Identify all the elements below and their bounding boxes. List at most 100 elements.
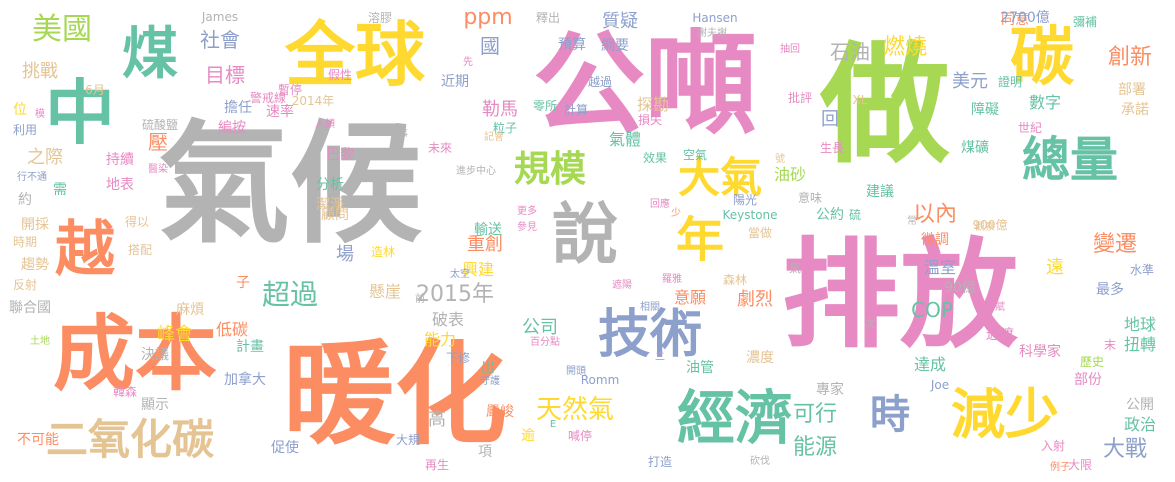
- word: 粒子: [492, 121, 518, 135]
- word: 進步中心: [456, 166, 496, 177]
- word: 越過: [587, 75, 613, 89]
- word: 同意: [1001, 12, 1029, 28]
- word: 變遷: [1092, 232, 1138, 257]
- word: 排放: [781, 226, 1019, 364]
- word: 中: [45, 72, 115, 154]
- word: 可行: [792, 402, 838, 427]
- word: 擔任: [224, 100, 252, 116]
- word: 開採: [21, 217, 49, 233]
- word: 全球: [285, 14, 425, 96]
- word: 賦: [995, 302, 1005, 313]
- word: 入射: [1040, 439, 1066, 453]
- word: 抽回: [780, 44, 800, 55]
- word: 專家: [816, 382, 844, 398]
- word: 假性: [327, 68, 353, 82]
- word: 警戒線: [249, 91, 287, 105]
- word: 反射: [12, 278, 38, 292]
- word: 大限: [1067, 458, 1093, 472]
- word: 潔淨: [316, 197, 344, 213]
- word: 地表: [106, 177, 134, 193]
- word: 顧問: [321, 207, 349, 223]
- word: 美元: [952, 71, 988, 92]
- word: 之際: [27, 147, 63, 168]
- word: 峰會: [157, 324, 193, 345]
- word: ppm: [463, 5, 513, 30]
- word: 搭配: [127, 243, 153, 257]
- word: 創新: [1107, 45, 1153, 70]
- word: 做: [819, 29, 951, 181]
- word: 子: [236, 275, 250, 291]
- word: 超過: [261, 278, 319, 311]
- word: 聯合國: [9, 300, 51, 316]
- word: 輸送: [474, 222, 502, 238]
- word: XL: [852, 93, 868, 107]
- word: 編按: [218, 120, 246, 136]
- word: 數字: [1028, 93, 1062, 112]
- word: 國: [480, 34, 500, 58]
- word: 興建: [461, 260, 495, 279]
- word: 生長: [819, 141, 845, 155]
- word: 韓森: [112, 385, 138, 399]
- word: 模: [35, 109, 45, 120]
- word: 油管: [686, 360, 714, 376]
- word: 時期: [12, 235, 38, 249]
- word: 需: [53, 182, 67, 198]
- word: 分析: [316, 177, 344, 193]
- word: 部份: [1074, 372, 1102, 388]
- word: 以內: [912, 202, 958, 227]
- word: 2700億: [1000, 10, 1050, 26]
- word: 場: [336, 244, 354, 265]
- word: 低碳: [215, 320, 249, 339]
- word: 打造: [647, 455, 673, 469]
- word: 證明: [997, 75, 1023, 89]
- word: 嚴峻: [486, 404, 514, 420]
- word: 公約: [816, 207, 844, 223]
- word: 醫染: [148, 164, 168, 175]
- word: 開頭: [566, 366, 586, 377]
- word: 利用: [12, 123, 38, 137]
- word: 巴黎: [326, 147, 354, 163]
- word: 零所: [532, 99, 558, 113]
- word: 釋出: [535, 11, 561, 25]
- word: 2015年: [416, 282, 494, 307]
- word: 大氣: [677, 153, 763, 202]
- word: 造林: [370, 245, 396, 259]
- word: 天然氣: [535, 395, 615, 425]
- word: 例子: [1050, 462, 1070, 473]
- word: 6月: [85, 83, 105, 97]
- word: 勒馬: [482, 99, 518, 120]
- word: Keystone: [722, 208, 778, 222]
- word: 時: [870, 392, 910, 438]
- word: Joe: [930, 378, 950, 392]
- word: 砍伐: [750, 456, 770, 467]
- word: 計算: [563, 103, 589, 117]
- word: 位: [13, 102, 27, 118]
- word: 觀察: [975, 222, 995, 233]
- word: 太空: [450, 269, 470, 280]
- word: 說: [552, 196, 618, 273]
- word: 達成: [913, 355, 947, 374]
- word: 遮陽: [612, 280, 632, 291]
- word: 人類: [315, 119, 335, 130]
- word: 規模: [513, 149, 587, 190]
- word: 少: [671, 208, 681, 219]
- word: 承諾: [1121, 102, 1149, 118]
- word: 減少: [951, 383, 1059, 446]
- word: 成本: [52, 307, 218, 402]
- word: 行不通: [17, 172, 47, 183]
- word: 項: [478, 444, 492, 460]
- word: 陽光: [732, 193, 758, 207]
- word: 效果: [642, 151, 668, 165]
- word: 懸崖: [368, 282, 402, 301]
- word: 氣候: [158, 108, 422, 262]
- word: 暖化: [283, 330, 507, 460]
- word: 越: [55, 215, 115, 285]
- word: 次: [865, 319, 875, 330]
- word: 事: [398, 129, 408, 140]
- word: 科學家: [1019, 344, 1061, 360]
- word: 大戰: [1102, 437, 1148, 462]
- word: 計畫: [236, 339, 264, 355]
- word: 未來: [427, 141, 453, 155]
- word: 彌補: [1072, 15, 1098, 29]
